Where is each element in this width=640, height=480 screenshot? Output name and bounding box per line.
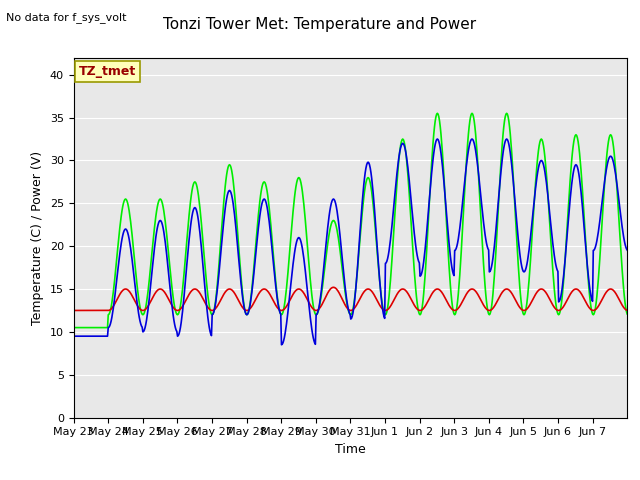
Text: TZ_tmet: TZ_tmet bbox=[79, 65, 136, 78]
Text: Tonzi Tower Met: Temperature and Power: Tonzi Tower Met: Temperature and Power bbox=[163, 17, 477, 32]
Text: No data for f_sys_volt: No data for f_sys_volt bbox=[6, 12, 127, 23]
Y-axis label: Temperature (C) / Power (V): Temperature (C) / Power (V) bbox=[31, 151, 44, 324]
X-axis label: Time: Time bbox=[335, 443, 366, 456]
